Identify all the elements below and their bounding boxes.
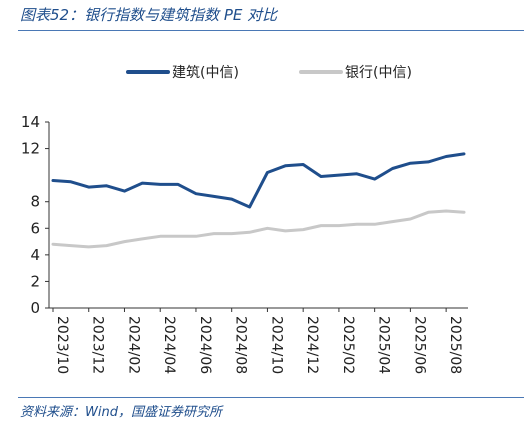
series-1-point: [266, 227, 269, 229]
series-0-point: [302, 163, 304, 166]
figure-title: 图表52：银行指数与建筑指数 PE 对比: [20, 6, 278, 24]
series-1-point: [320, 225, 322, 227]
series-0-point: [356, 173, 358, 175]
series-1-point: [463, 211, 465, 213]
series-1-point: [106, 244, 108, 247]
series-1-point: [248, 231, 251, 233]
series-1-point: [159, 235, 161, 237]
y-tick-label: 12: [21, 140, 40, 158]
legend-label-0: 建筑(中信): [172, 65, 239, 81]
series-1-point: [427, 211, 429, 213]
series-0-point: [320, 175, 322, 178]
series-1-point: [70, 244, 72, 247]
series-1-point: [88, 246, 90, 248]
series-0-point: [213, 195, 215, 197]
series-0-point: [463, 153, 465, 155]
title-rule: [18, 30, 524, 31]
y-tick-label: 8: [30, 193, 40, 211]
series-1-point: [195, 235, 197, 237]
series-0-point: [445, 155, 447, 158]
x-tick-label: 2025/06: [411, 316, 427, 374]
series-0-point: [52, 179, 54, 182]
series-1-point: [284, 230, 286, 232]
series-1-point: [177, 235, 179, 237]
series-1-point: [231, 233, 233, 235]
x-tick-label: 2023/10: [54, 316, 70, 374]
x-tick-label: 2024/12: [304, 316, 320, 374]
series-1-point: [356, 223, 358, 225]
series-1-point: [338, 225, 340, 227]
series-0-point: [284, 165, 286, 167]
series-1-point: [374, 223, 376, 225]
series-0-point: [88, 186, 90, 188]
series-0-point: [409, 162, 411, 164]
legend: 建筑(中信) 银行(中信): [126, 65, 412, 81]
source-rule: [18, 397, 524, 398]
series-0-point: [70, 181, 72, 183]
series-0-point: [159, 183, 161, 186]
source-note: 资料来源：Wind，国盛证券研究所: [20, 405, 222, 420]
series-0-point: [177, 183, 179, 186]
series-1-point: [391, 221, 394, 223]
legend-label-1: 银行(中信): [345, 65, 412, 81]
x-tick-label: 2024/06: [197, 316, 213, 374]
series-0-point: [374, 178, 376, 180]
y-tick-label: 6: [30, 219, 40, 237]
series-0-point: [123, 190, 126, 192]
series-1-point: [52, 243, 54, 245]
series-0-point: [195, 193, 197, 195]
x-tick-label: 2025/02: [340, 316, 356, 374]
series-0-point: [427, 161, 429, 163]
series-0-point: [106, 185, 108, 187]
series-0-point: [391, 167, 394, 170]
y-axis: 0 2 4 6 8 12 14: [21, 113, 50, 317]
x-tick-label: 2024/02: [125, 316, 141, 374]
series-1-point: [445, 210, 447, 212]
series-0-point: [248, 206, 251, 208]
series-1-point: [141, 238, 143, 240]
series-0-point: [338, 174, 340, 176]
series-1-point: [302, 229, 304, 231]
series-0-point: [141, 182, 143, 184]
series-layer: [51, 152, 466, 249]
y-tick-label: 14: [21, 113, 40, 131]
series-1-point: [123, 240, 126, 243]
x-tick-label: 2025/04: [376, 316, 392, 374]
x-tick-label: 2024/04: [161, 316, 177, 374]
series-0-point: [231, 198, 233, 200]
series-0-point: [266, 171, 269, 174]
x-tick-label: 2023/12: [90, 316, 106, 374]
x-tick-label: 2025/08: [447, 316, 463, 374]
series-1-point: [213, 233, 215, 235]
x-axis: 2023/10 2023/12 2024/02 2024/04 2024/06 2024/…: [49, 307, 468, 374]
y-tick-label: 0: [30, 299, 40, 317]
y-tick-label: 4: [30, 246, 40, 264]
y-tick-label: 2: [30, 272, 40, 290]
series-line-1: [51, 209, 466, 249]
x-tick-label: 2024/08: [233, 316, 249, 374]
series-line-0: [51, 152, 466, 209]
series-1-point: [409, 218, 411, 220]
x-tick-label: 2024/10: [268, 316, 284, 374]
